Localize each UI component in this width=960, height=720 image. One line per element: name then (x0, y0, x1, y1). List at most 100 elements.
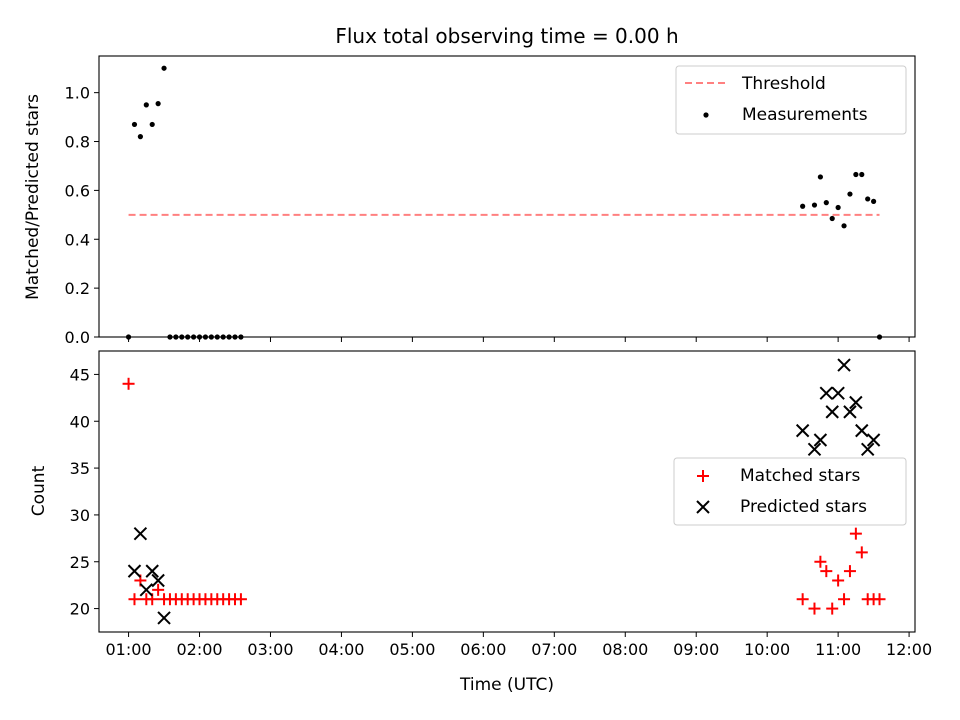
bottom-panel-marks (122, 358, 886, 625)
top-panel-marks (125, 65, 883, 340)
predicted-stars-point (849, 395, 863, 410)
legend-measurements-label: Measurements (742, 105, 868, 125)
measurement-point (871, 198, 877, 204)
matched-stars-point (128, 593, 141, 606)
predicted-stars-point (825, 405, 839, 419)
y-tick-label: 1.0 (65, 84, 90, 103)
predicted-stars-point (807, 442, 822, 457)
y-tick-label: 35 (70, 459, 90, 478)
legend-predicted-swatch (696, 500, 710, 514)
measurement-point (829, 215, 835, 222)
top-legend-frame (675, 65, 907, 135)
matched-stars-point (873, 593, 886, 606)
matched-stars-point (849, 527, 862, 540)
predicted-stars-point (813, 433, 828, 447)
y-tick-label: 0.2 (65, 279, 90, 298)
x-tick-label: 08:00 (602, 640, 648, 659)
measurement-point (841, 223, 847, 229)
measurement-point (853, 171, 859, 178)
predicted-stars-point (819, 386, 834, 400)
measurement-point (131, 121, 138, 128)
bottom-panel-x-ticks: 01:00 02:00 03:00 04:00 05:00 06:00 07:00 08:00… (106, 632, 932, 659)
measurement-point (161, 65, 167, 71)
x-tick-label: 04:00 (318, 640, 364, 659)
matched-stars-point (820, 565, 833, 578)
matched-stars-point (234, 593, 247, 606)
y-tick-label: 0.8 (65, 133, 90, 152)
bottom-legend-frame (673, 457, 907, 526)
x-tick-label: 01:00 (106, 640, 152, 659)
chart-title: Flux total observing time = 0.00 h (335, 24, 678, 48)
legend-matched-label: Matched stars (740, 466, 860, 486)
top-panel-frame (98, 55, 916, 338)
matched-stars-point (152, 583, 165, 596)
bottom-legend: Matched stars Predicted stars (673, 457, 907, 526)
x-tick-label: 10:00 (744, 640, 790, 659)
predicted-stars-point (151, 573, 165, 588)
matched-stars-point (826, 602, 839, 615)
predicted-stars-point (855, 423, 869, 438)
top-panel-x-ticks (128, 337, 910, 342)
y-tick-label: 0.0 (65, 328, 90, 347)
measurement-point (865, 196, 871, 202)
top-y-axis-label: Matched/Predicted stars (23, 94, 43, 300)
x-tick-label: 05:00 (389, 640, 435, 659)
measurement-point (800, 203, 806, 209)
predicted-stars-point (795, 423, 810, 438)
predicted-stars-point (866, 433, 881, 447)
matched-stars-point (796, 593, 809, 606)
x-axis-label: Time (UTC) (459, 675, 554, 695)
x-tick-label: 03:00 (247, 640, 293, 659)
matched-stars-point (843, 565, 856, 578)
x-tick-label: 07:00 (531, 640, 577, 659)
matched-stars-point (832, 574, 845, 587)
x-tick-label: 06:00 (460, 640, 506, 659)
x-tick-label: 11:00 (815, 640, 861, 659)
legend-threshold-label: Threshold (741, 74, 826, 94)
predicted-stars-point (145, 564, 159, 578)
y-tick-label: 0.4 (65, 230, 90, 249)
predicted-stars-point (139, 583, 154, 597)
y-tick-label: 45 (70, 365, 90, 384)
matched-stars-point (814, 555, 827, 568)
y-tick-label: 0.6 (65, 181, 90, 200)
measurement-point (859, 171, 865, 178)
measurement-point (143, 102, 149, 108)
x-tick-label: 12:00 (886, 640, 932, 659)
matched-stars-point (122, 377, 135, 390)
bottom-y-axis-label: Count (29, 465, 49, 516)
matched-stars-point (838, 593, 851, 606)
bottom-panel-frame (98, 350, 916, 633)
measurement-point (835, 204, 841, 211)
top-panel-y-ticks: 0.0 0.2 0.4 0.6 0.8 1.0 (65, 84, 99, 347)
predicted-stars-point (127, 564, 142, 578)
legend-measurements-swatch (703, 112, 709, 118)
y-tick-label: 30 (70, 506, 90, 525)
measurement-point (811, 202, 818, 208)
predicted-stars-point (837, 358, 851, 372)
y-tick-label: 40 (70, 412, 90, 431)
legend-matched-swatch (697, 470, 709, 482)
predicted-stars-point (133, 526, 148, 541)
bottom-panel: 20 25 30 35 40 45 01:00 02:00 03:00 04:00 05:00 06… (29, 350, 932, 695)
top-panel: 0.0 0.2 0.4 0.6 0.8 1.0 Matched/Predicted sta… (23, 55, 916, 347)
measurement-point (149, 121, 155, 128)
y-tick-label: 20 (70, 600, 90, 619)
predicted-stars-point (843, 405, 857, 419)
legend-predicted-label: Predicted stars (740, 497, 867, 517)
measurement-point (155, 101, 161, 107)
x-tick-label: 02:00 (176, 640, 222, 659)
matched-stars-point (855, 546, 868, 559)
y-tick-label: 25 (70, 553, 90, 572)
predicted-stars-point (860, 442, 875, 457)
x-tick-label: 09:00 (673, 640, 719, 659)
measurement-point (847, 191, 853, 197)
bottom-panel-y-ticks: 20 25 30 35 40 45 (70, 365, 99, 619)
predicted-stars-point (831, 386, 845, 400)
measurement-point (817, 174, 823, 180)
measurement-point (823, 200, 829, 206)
predicted-stars-point (157, 611, 171, 625)
top-legend: Threshold Measurements (675, 65, 907, 135)
matched-stars-point (808, 602, 821, 615)
